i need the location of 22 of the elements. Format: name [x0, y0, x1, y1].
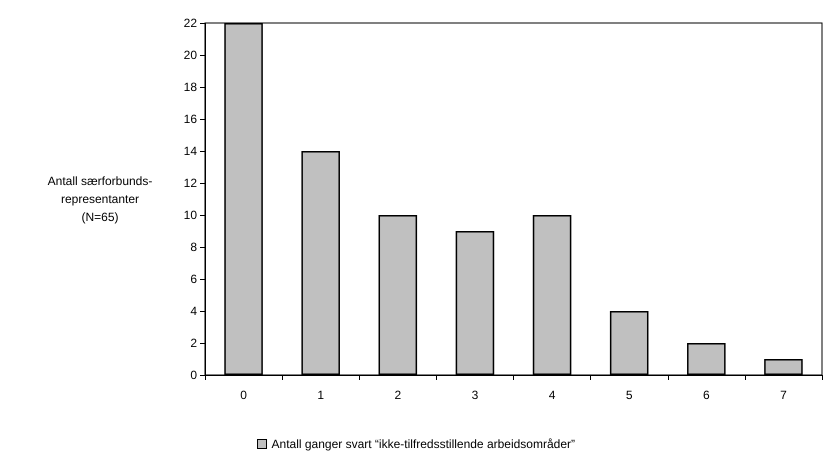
x-tick-label: 5	[626, 388, 633, 402]
x-tick-label: 1	[317, 388, 324, 402]
y-tick-label: 14	[184, 144, 198, 158]
y-tick-label: 2	[190, 336, 198, 350]
x-tick-label: 2	[394, 388, 402, 402]
x-tick-label: 7	[780, 388, 788, 402]
y-tick-label: 22	[184, 16, 198, 30]
x-tick-label: 4	[548, 388, 556, 402]
x-tick-label: 0	[240, 388, 248, 402]
y-tick-label: 12	[184, 176, 198, 190]
y-tick-label: 16	[184, 112, 198, 126]
y-tick-label: 0	[190, 368, 198, 382]
y-tick-label: 20	[184, 48, 198, 62]
y-tick-label: 4	[190, 304, 198, 318]
y-axis-title: Antall særforbunds- representanter (N=65)	[48, 174, 152, 224]
y-tick-label: 18	[184, 80, 198, 94]
y-tick-label: 10	[184, 208, 198, 222]
x-tick-label: 6	[702, 388, 710, 402]
legend-label: Antall ganger svart “ikke-tilfredsstillende arbeidsområder”	[272, 437, 575, 451]
y-tick-label: 8	[190, 240, 198, 254]
y-tick-label: 6	[190, 272, 198, 286]
x-tick-label: 3	[472, 388, 479, 402]
